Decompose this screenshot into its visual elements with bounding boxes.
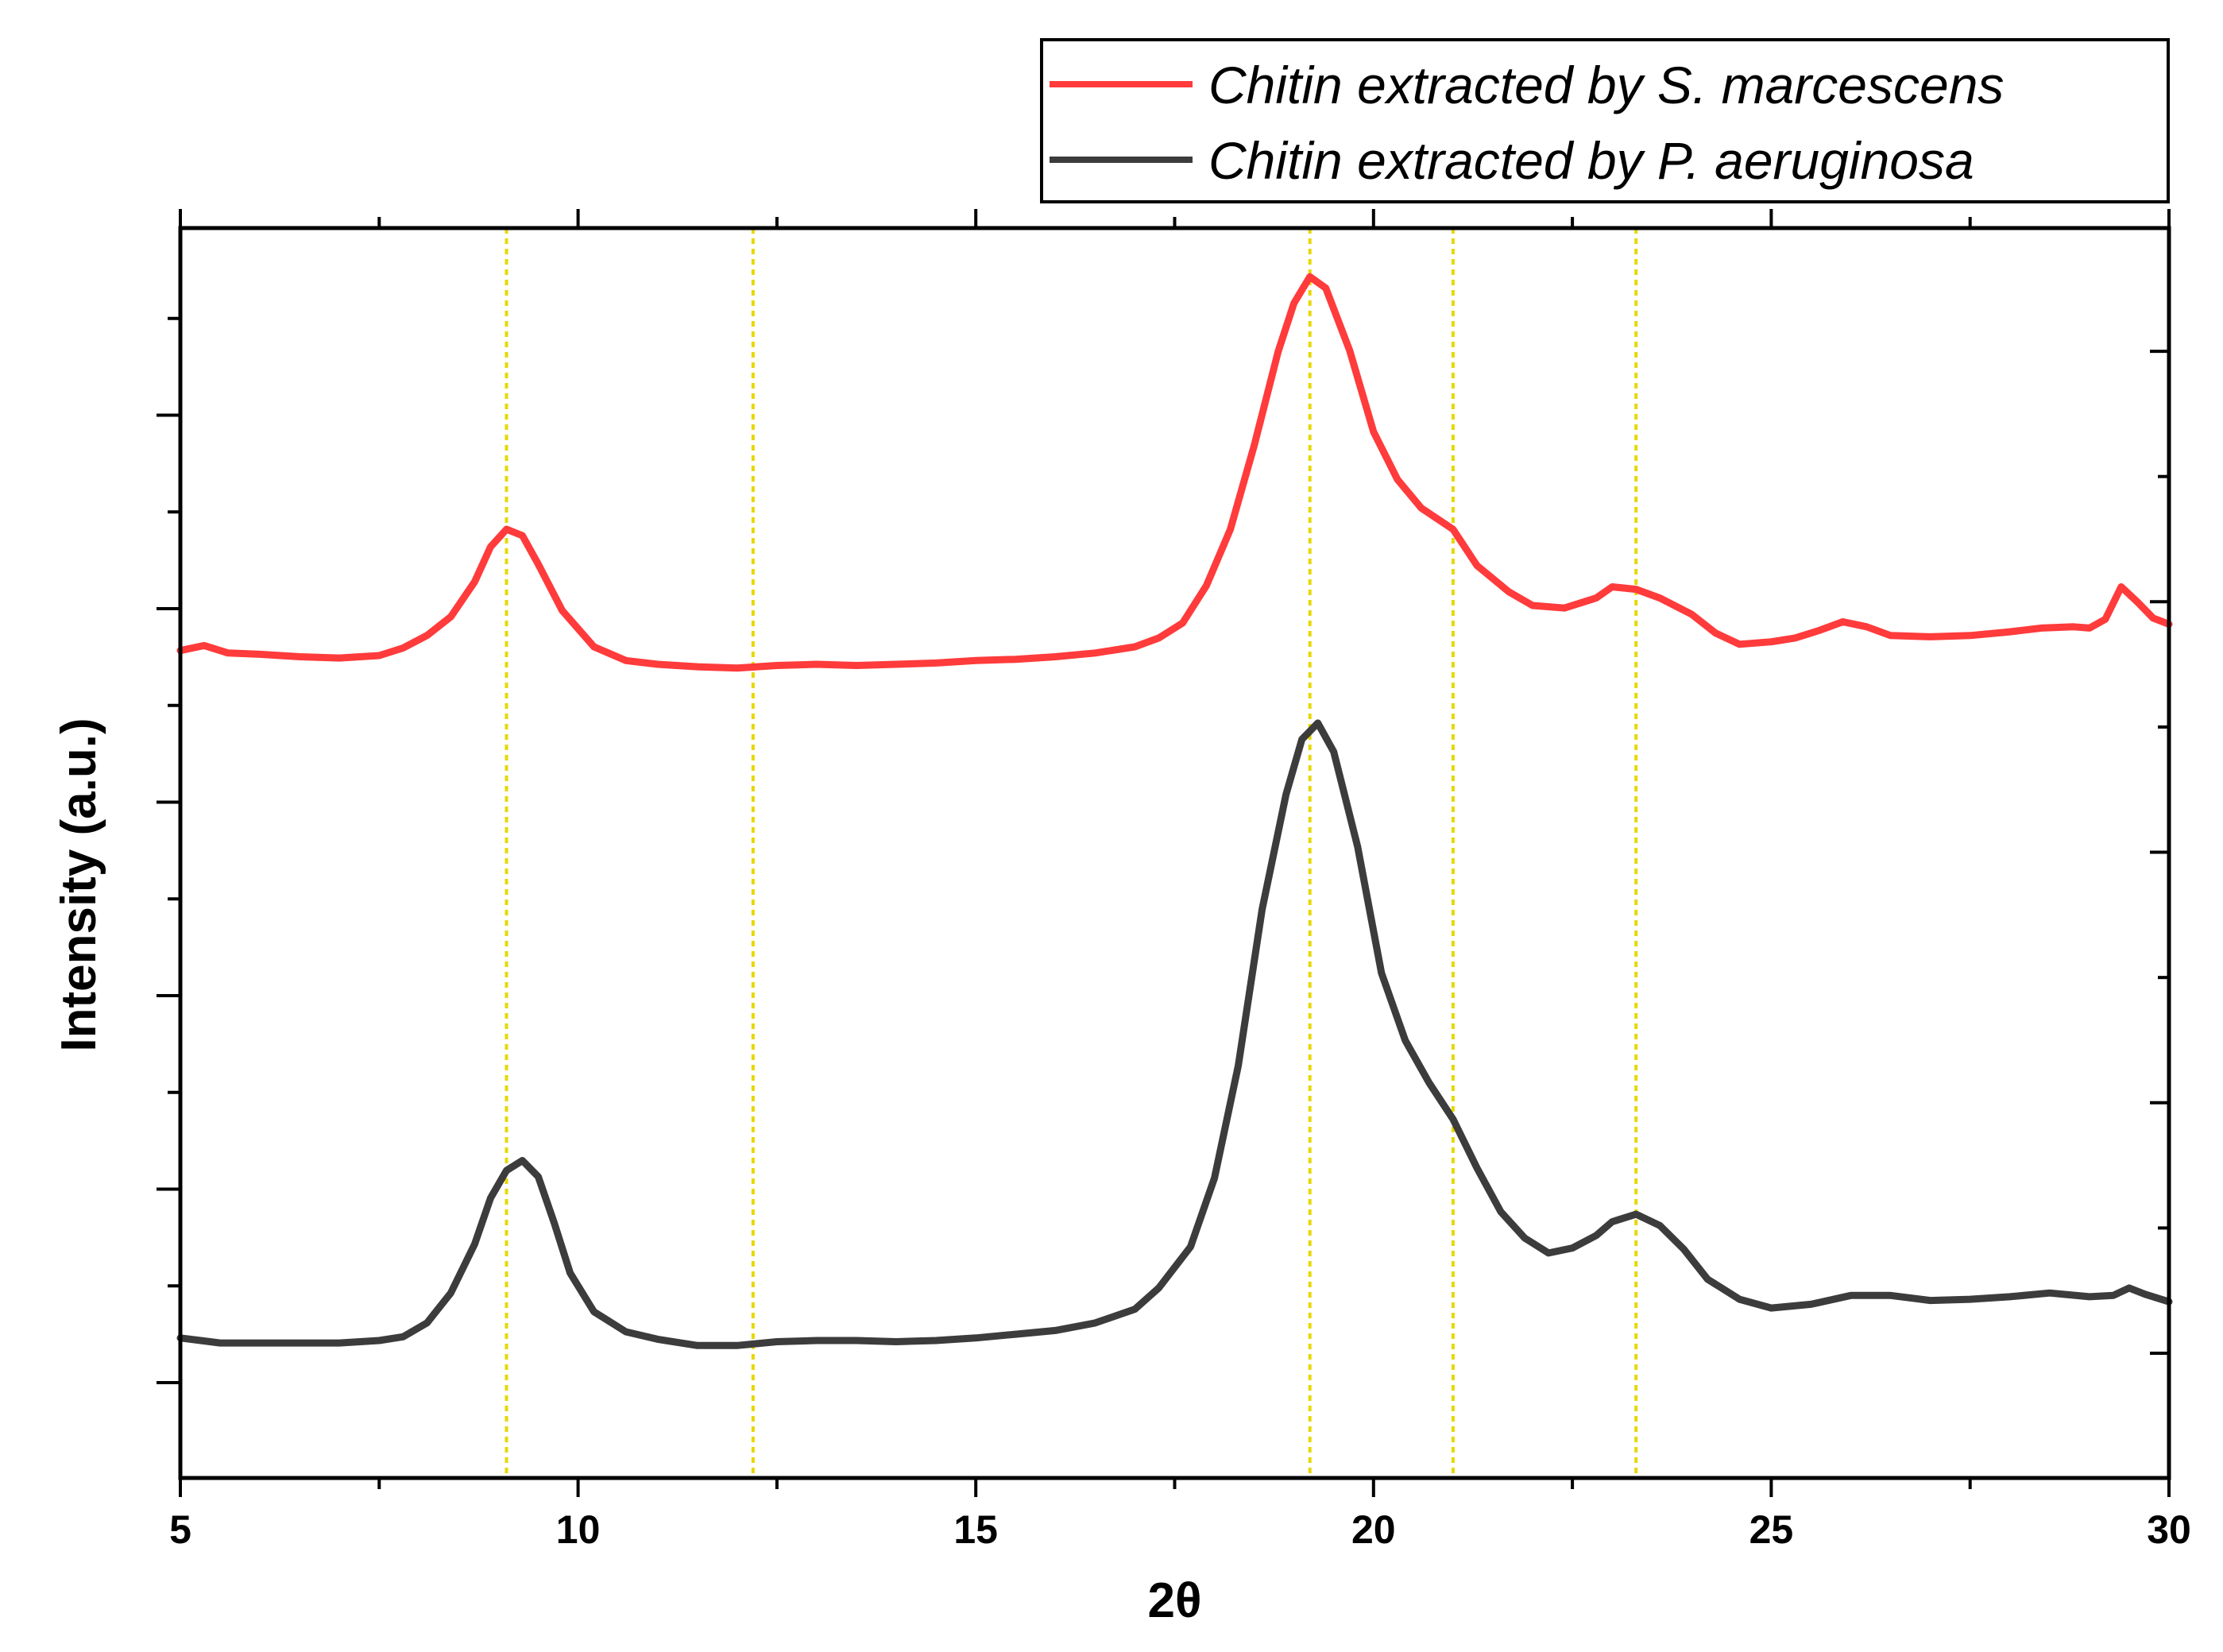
tick-marks: [157, 209, 2171, 1497]
series-line-0: [176, 273, 2173, 672]
legend-label-s-marcescens: Chitin extracted by S. marcescens: [1208, 56, 2004, 114]
legend-label-p-aeruginosa: Chitin extracted by P. aeruginosa: [1208, 131, 1974, 190]
legend: Chitin extracted by S. marcescens Chitin…: [1040, 38, 2170, 203]
x-tick-label: 10: [556, 1507, 601, 1552]
y-axis-title: Intensity (a.u.): [52, 718, 106, 1051]
x-tick-label: 20: [1351, 1507, 1396, 1552]
reference-lines: [505, 228, 1638, 1478]
x-tick-label: 15: [953, 1507, 998, 1552]
x-tick-labels: 5 10 15 20 25 30: [169, 1507, 2191, 1552]
plot-frame: [178, 226, 2171, 1480]
x-axis-title: 2θ: [1148, 1573, 1202, 1628]
x-tick-label: 25: [1749, 1507, 1794, 1552]
x-tick-label: 30: [2147, 1507, 2191, 1552]
x-tick-label: 5: [169, 1507, 191, 1552]
series-line-1: [176, 719, 2173, 1349]
legend-box: [1040, 38, 2170, 203]
series-layer: [176, 273, 2173, 1349]
